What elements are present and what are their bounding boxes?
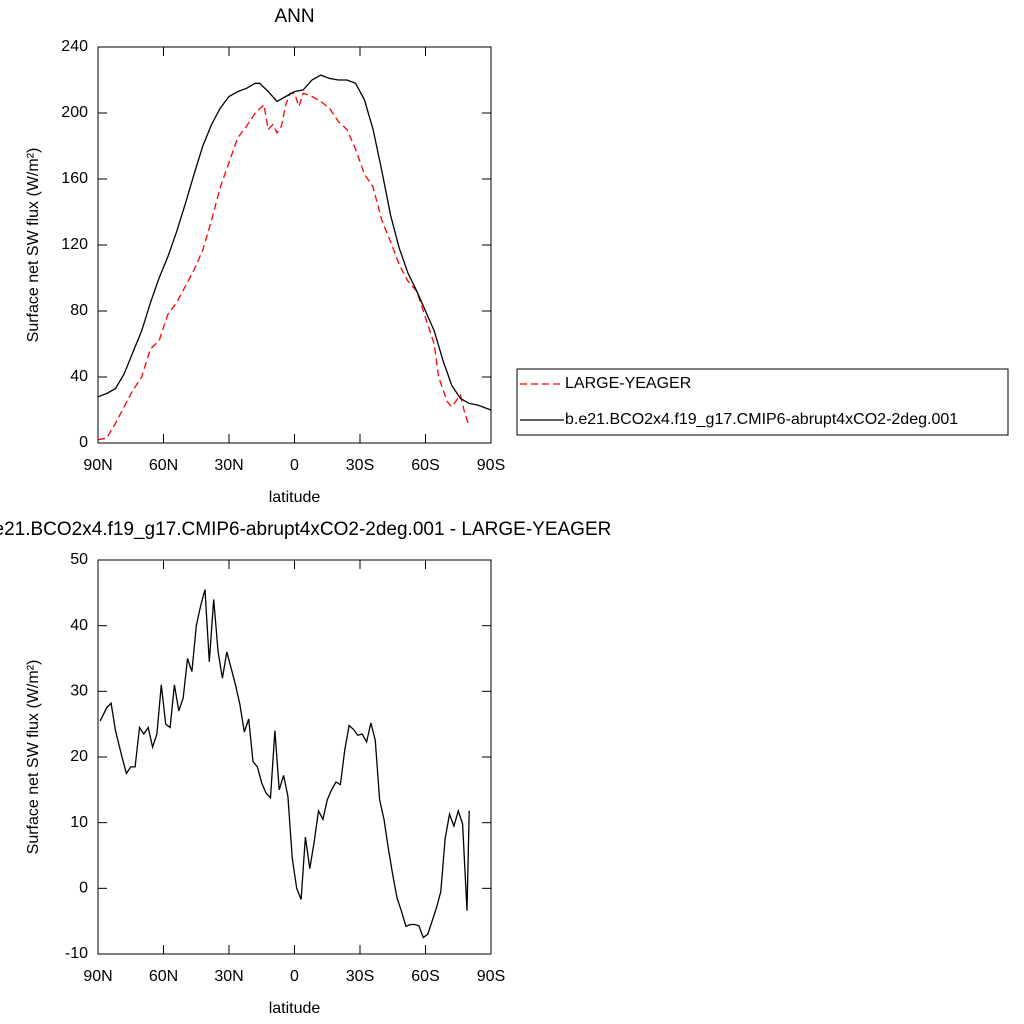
y-tick-label: 0 (79, 880, 88, 897)
x-tick-label: 90S (477, 457, 505, 474)
x-axis-label: latitude (269, 1000, 321, 1017)
x-tick-label: 60N (149, 968, 178, 985)
y-axis-label: Surface net SW flux (W/m²) (25, 660, 42, 855)
x-tick-label: 90S (477, 968, 505, 985)
x-tick-label: 0 (290, 457, 299, 474)
legend-box (516, 368, 1009, 436)
x-axis-label: latitude (269, 489, 321, 506)
y-tick-label: 200 (61, 104, 88, 121)
y-tick-label: 80 (70, 302, 88, 319)
y-tick-label: 20 (70, 748, 88, 765)
x-tick-label: 30N (214, 457, 243, 474)
y-tick-label: 120 (61, 236, 88, 253)
x-tick-label: 90N (83, 968, 112, 985)
x-tick-label: 90N (83, 457, 112, 474)
chart-title: ANN (274, 6, 314, 27)
series-line (99, 589, 470, 939)
x-tick-label: 60N (149, 457, 178, 474)
y-axis-label: Surface net SW flux (W/m²) (25, 148, 42, 343)
x-tick-label: 60S (411, 457, 439, 474)
y-tick-label: 160 (61, 170, 88, 187)
plot-frame (97, 559, 492, 955)
x-tick-label: 30S (346, 968, 374, 985)
y-tick-label: -10 (65, 945, 88, 962)
y-tick-label: 10 (70, 814, 88, 831)
y-tick-label: 0 (79, 434, 88, 451)
x-tick-label: 0 (290, 968, 299, 985)
plot-frame (97, 46, 492, 444)
legend-label: LARGE-YEAGER (565, 375, 691, 392)
series-line (97, 74, 492, 411)
y-tick-label: 30 (70, 683, 88, 700)
y-tick-label: 50 (70, 551, 88, 568)
x-tick-label: 30S (346, 457, 374, 474)
series-line (97, 92, 470, 441)
legend-label: b.e21.BCO2x4.f19_g17.CMIP6-abrupt4xCO2-2… (565, 411, 958, 428)
x-tick-label: 60S (411, 968, 439, 985)
y-tick-label: 240 (61, 38, 88, 55)
x-tick-label: 30N (214, 968, 243, 985)
y-tick-label: 40 (70, 617, 88, 634)
y-tick-label: 40 (70, 368, 88, 385)
chart-title: b.e21.BCO2x4.f19_g17.CMIP6-abrupt4xCO2-2… (0, 519, 611, 540)
